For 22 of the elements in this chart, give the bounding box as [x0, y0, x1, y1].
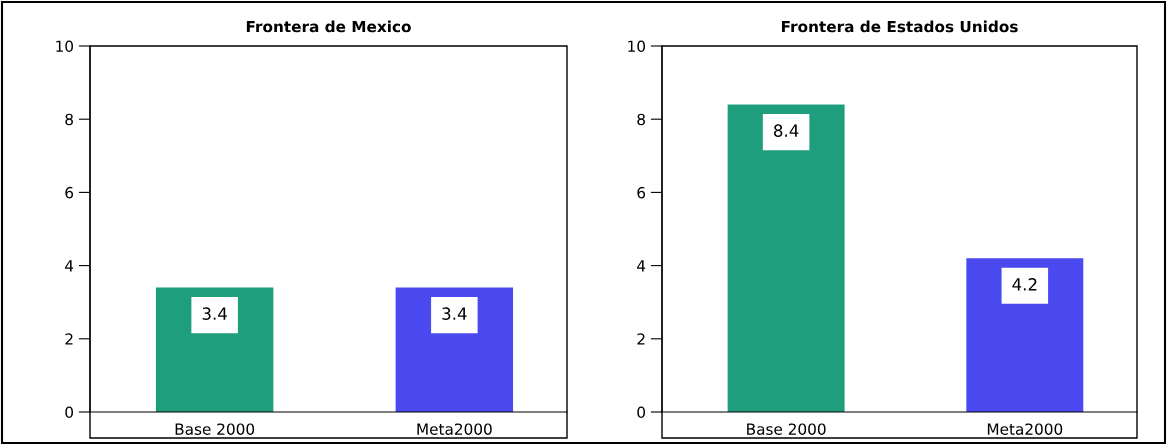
data-label: 4.2: [1012, 278, 1037, 291]
y-tick-label: 6: [637, 186, 646, 199]
y-tick-label: 8: [65, 113, 73, 126]
chart-title: Frontera de Mexico: [246, 20, 411, 33]
y-tick-label: 4: [637, 260, 646, 272]
y-tick-label: 6: [65, 186, 74, 199]
y-tick-label: 10: [628, 40, 646, 53]
y-tick-label: 2: [637, 333, 645, 345]
y-tick-label: 8: [637, 113, 645, 126]
x-tick-label: Base 2000: [747, 423, 826, 435]
data-label: 3.4: [202, 307, 227, 320]
y-tick-label: 10: [56, 40, 74, 53]
x-tick-label: Meta2000: [417, 423, 492, 435]
data-label: 8.4: [774, 124, 799, 137]
y-tick-label: 4: [65, 260, 74, 272]
y-tick-label: 0: [637, 406, 646, 419]
data-label: 3.4: [442, 307, 467, 320]
y-tick-label: 0: [65, 406, 74, 419]
chart-title: Frontera de Estados Unidos: [781, 20, 1018, 33]
y-tick-label: 2: [65, 333, 73, 345]
x-tick-label: Base 2000: [175, 423, 255, 435]
x-tick-label: Meta2000: [987, 423, 1063, 435]
